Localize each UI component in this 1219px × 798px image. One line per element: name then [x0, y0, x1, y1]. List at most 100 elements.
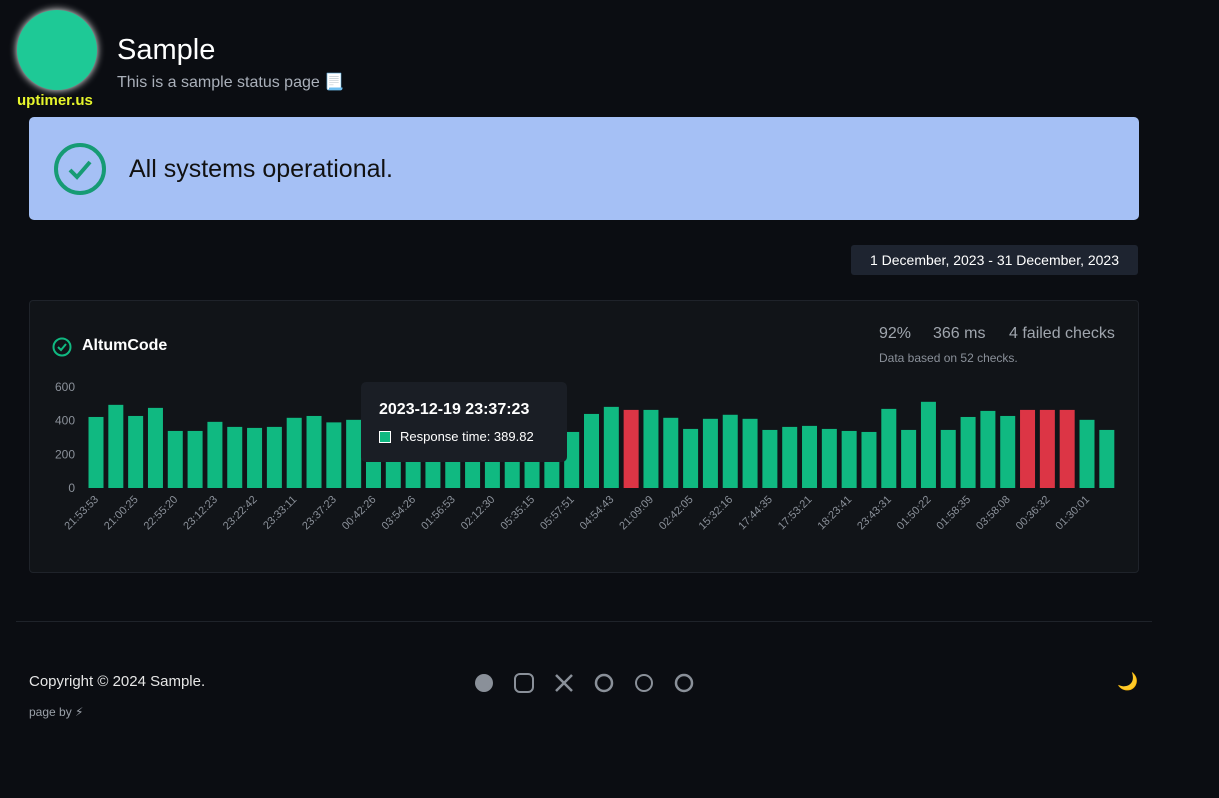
- copyright: Copyright © 2024 Sample.: [29, 673, 206, 690]
- bar: [167, 430, 183, 488]
- page-subtitle: This is a sample status page 📃: [117, 74, 345, 91]
- monitor-status-icon: [52, 337, 72, 357]
- x-tick-label: 00:42:26: [340, 494, 379, 533]
- bar: [782, 426, 798, 488]
- bar: [266, 426, 282, 488]
- status-icon: [54, 143, 106, 195]
- bar: [603, 406, 619, 488]
- bar: [643, 409, 659, 488]
- bar: [702, 418, 718, 488]
- x-tick-label: 21:00:25: [102, 494, 141, 533]
- bar: [960, 416, 976, 488]
- page-title: Sample: [117, 34, 216, 66]
- bar: [742, 418, 758, 488]
- bar: [1079, 419, 1095, 488]
- x-icon[interactable]: [555, 674, 573, 692]
- monitor-name: AltumCode: [82, 337, 168, 354]
- x-tick-label: 18:23:41: [816, 494, 855, 533]
- x-tick-label: 15:32:16: [697, 494, 736, 533]
- bar: [821, 428, 837, 488]
- y-tick-label: 0: [68, 481, 75, 495]
- bar: [108, 404, 124, 488]
- bar: [207, 421, 223, 488]
- bar: [1059, 409, 1075, 488]
- threads-icon[interactable]: [594, 673, 614, 693]
- bar: [306, 415, 322, 488]
- email-icon[interactable]: [635, 674, 653, 692]
- theme-toggle[interactable]: 🌙: [1117, 672, 1139, 691]
- tooltip-title: 2023-12-19 23:37:23: [379, 401, 530, 418]
- x-tick-label: 21:53:53: [62, 494, 101, 533]
- bar: [940, 429, 956, 488]
- page-by: page by ⚡: [29, 705, 84, 719]
- bar: [623, 409, 639, 488]
- bar: [901, 429, 917, 488]
- status-banner: All systems operational.: [29, 117, 1139, 220]
- x-tick-label: 02:12:30: [459, 494, 498, 533]
- x-tick-label: 17:53:21: [776, 494, 815, 533]
- bar: [564, 431, 580, 488]
- monitor-uptime: 92%: [879, 325, 912, 342]
- logo[interactable]: [17, 10, 97, 90]
- x-tick-label: 03:58:08: [974, 494, 1013, 533]
- y-tick-label: 400: [55, 414, 75, 428]
- bar: [762, 429, 778, 488]
- x-tick-label: 22:55:20: [142, 494, 181, 533]
- x-tick-label: 23:12:23: [181, 494, 220, 533]
- footer-divider: [16, 621, 1152, 622]
- website-icon[interactable]: [674, 673, 694, 693]
- chart-tooltip: 2023-12-19 23:37:23 Response time: 389.8…: [361, 382, 567, 462]
- facebook-icon[interactable]: [475, 674, 493, 692]
- bar: [187, 430, 203, 488]
- monitor-failed: 4 failed checks: [1009, 325, 1115, 342]
- monitor-note: Data based on 52 checks.: [879, 351, 1018, 365]
- logo-text: uptimer.us: [17, 92, 93, 109]
- x-tick-label: 01:50:22: [895, 494, 934, 533]
- bar: [881, 408, 897, 488]
- y-tick-label: 200: [55, 447, 75, 461]
- bar: [802, 425, 818, 488]
- bar: [920, 401, 936, 488]
- bar: [722, 414, 738, 488]
- x-tick-label: 04:54:43: [578, 494, 617, 533]
- x-tick-label: 23:22:42: [221, 494, 260, 533]
- x-tick-label: 17:44:35: [736, 494, 775, 533]
- bar: [584, 413, 599, 488]
- bar: [88, 416, 104, 488]
- x-tick-label: 23:33:11: [261, 494, 299, 532]
- bar: [663, 417, 679, 488]
- response-chart: 0 200 400 600 21:53:53 21:00:25 22:55:20 23:12:…: [55, 380, 1115, 533]
- social-icons: [475, 673, 694, 693]
- bar: [286, 417, 302, 488]
- bar: [1020, 409, 1036, 488]
- x-tick-label: 01:30:01: [1053, 494, 1092, 533]
- instagram-icon[interactable]: [514, 673, 534, 693]
- bar: [247, 427, 263, 488]
- x-tick-label: 05:57:51: [538, 494, 577, 533]
- bar: [128, 415, 144, 488]
- bar: [147, 407, 163, 488]
- x-tick-label: 01:58:35: [934, 494, 973, 533]
- bar: [1039, 409, 1055, 488]
- bar: [683, 428, 699, 488]
- x-tick-label: 02:42:05: [657, 494, 696, 533]
- bar: [1099, 429, 1115, 488]
- bar: [1000, 415, 1016, 488]
- x-tick-label: 03:54:26: [379, 494, 418, 533]
- bar: [227, 426, 243, 488]
- x-tick-label: 00:36:32: [1014, 494, 1053, 533]
- bar: [326, 422, 342, 488]
- monitor-response: 366 ms: [933, 325, 986, 342]
- bar: [346, 419, 362, 488]
- tooltip-label: Response time: 389.82: [400, 429, 534, 444]
- bar: [841, 430, 857, 488]
- x-tick-label: 05:35:15: [498, 494, 537, 533]
- status-message: All systems operational.: [129, 155, 394, 183]
- x-tick-label: 21:09:09: [617, 494, 656, 533]
- bar: [861, 431, 877, 488]
- date-range-button[interactable]: 1 December, 2023 - 31 December, 2023: [851, 245, 1138, 275]
- y-tick-label: 600: [55, 380, 75, 394]
- x-tick-label: 23:43:31: [855, 494, 894, 533]
- x-tick-label: 23:37:23: [300, 494, 339, 533]
